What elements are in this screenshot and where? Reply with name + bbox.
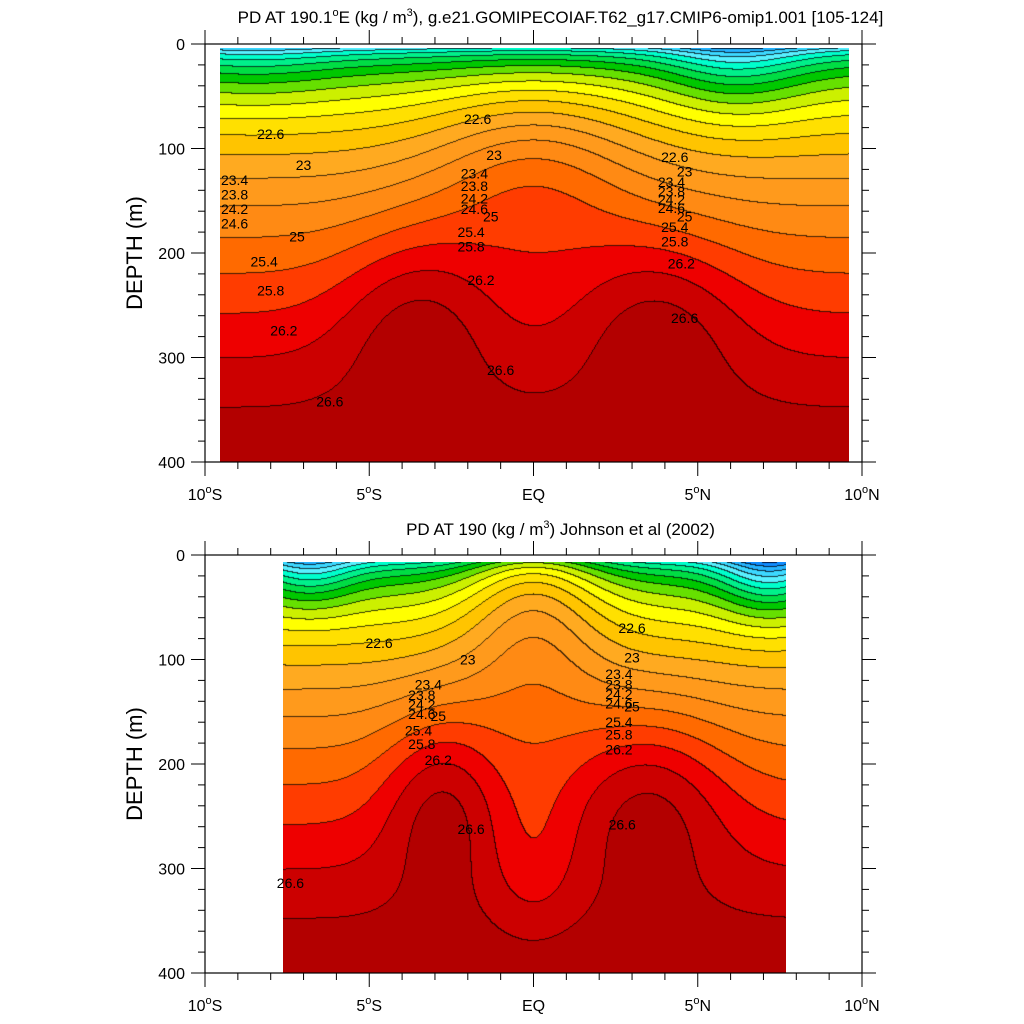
x-tick-label: EQ <box>522 487 545 504</box>
contour-label: 25 <box>677 208 693 224</box>
x-tick-label: 10oN <box>844 484 879 504</box>
contour-label: 24.6 <box>221 216 248 232</box>
y-axis-label: DEPTH (m) <box>122 707 147 821</box>
contour-label: 24.2 <box>461 191 488 207</box>
x-tick-label: 10oN <box>844 995 879 1015</box>
y-tick-label: 400 <box>158 966 185 983</box>
contour-label: 25 <box>624 699 640 715</box>
contour-label: 25.4 <box>405 723 432 739</box>
contour-label: 23.8 <box>461 178 488 194</box>
contour-label: 24.6 <box>605 695 632 711</box>
contour-label: 23.8 <box>408 687 435 703</box>
x-tick-label: 10oS <box>188 995 223 1015</box>
contour-label: 23.8 <box>658 183 685 199</box>
x-tick-label: 5oN <box>684 484 711 504</box>
contour-label: 25.4 <box>251 253 278 269</box>
contour-label: 24.2 <box>605 686 632 702</box>
y-axis-label: DEPTH (m) <box>122 196 147 310</box>
contour-label: 25.4 <box>457 224 484 240</box>
contour-label: 25.4 <box>605 714 632 730</box>
x-tick-label: 5oS <box>356 484 382 504</box>
panel-title: PD AT 190 (kg / m3) Johnson et al (2002) <box>406 519 715 539</box>
y-tick-label: 300 <box>158 351 185 368</box>
contour-label: 26.2 <box>605 741 632 757</box>
contour-label: 26.6 <box>316 393 343 409</box>
contour-label: 23.4 <box>415 677 442 693</box>
contour-label: 23.8 <box>221 186 248 202</box>
contour-label: 23.4 <box>221 172 248 188</box>
y-tick-label: 300 <box>158 862 185 879</box>
contour-label: 24.2 <box>408 696 435 712</box>
y-tick-label: 0 <box>176 37 185 54</box>
x-tick-label: 10oS <box>188 484 223 504</box>
contour-label: 25.8 <box>408 736 435 752</box>
contour-label: 23.8 <box>605 677 632 693</box>
y-tick-label: 100 <box>158 142 185 159</box>
contour-label: 23 <box>460 652 476 668</box>
contour-label: 22.6 <box>464 111 491 127</box>
y-tick-label: 400 <box>158 455 185 472</box>
contour-label: 24.2 <box>221 201 248 217</box>
contour-label: 25.8 <box>605 727 632 743</box>
contour-label: 23.4 <box>658 174 685 190</box>
contour-label: 23 <box>624 649 640 665</box>
contour-label: 24.2 <box>658 192 685 208</box>
contour-label: 25 <box>430 708 446 724</box>
contour-label: 23.4 <box>605 666 632 682</box>
y-tick-label: 200 <box>158 246 185 263</box>
y-tick-label: 200 <box>158 757 185 774</box>
y-tick-label: 0 <box>176 548 185 565</box>
contour-label: 26.2 <box>668 255 695 271</box>
contour-label: 26.2 <box>467 272 494 288</box>
contour-label: 24.6 <box>461 201 488 217</box>
contour-label: 23 <box>486 147 502 163</box>
contour-label: 22.6 <box>365 635 392 651</box>
contour-label: 24.6 <box>408 706 435 722</box>
contour-label: 25 <box>289 228 305 244</box>
contour-label: 23 <box>296 157 312 173</box>
contour-label: 22.6 <box>661 149 688 165</box>
contour-label: 23 <box>677 163 693 179</box>
x-tick-label: 5oS <box>356 995 382 1015</box>
contour-label: 25.8 <box>257 283 284 299</box>
contour-label: 26.2 <box>425 752 452 768</box>
contour-label: 22.6 <box>257 126 284 142</box>
contour-label: 26.6 <box>671 310 698 326</box>
contour-label: 24.6 <box>658 200 685 216</box>
y-tick-label: 100 <box>158 653 185 670</box>
contour-label: 26.6 <box>487 362 514 378</box>
x-tick-label: 5oN <box>684 995 711 1015</box>
contour-label: 22.6 <box>618 620 645 636</box>
contour-label: 25 <box>483 208 499 224</box>
contour-label: 25.4 <box>661 219 688 235</box>
contour-label: 26.6 <box>609 817 636 833</box>
x-tick-label: EQ <box>522 998 545 1015</box>
contour-label: 26.6 <box>457 821 484 837</box>
contour-label: 23.4 <box>461 166 488 182</box>
panel-title: PD AT 190.1oE (kg / m3), g.e21.GOMIPECOI… <box>238 7 884 27</box>
contour-label: 25.8 <box>457 239 484 255</box>
density-field <box>283 562 786 973</box>
contour-label: 26.6 <box>277 875 304 891</box>
contour-label: 26.2 <box>270 322 297 338</box>
contour-label: 25.8 <box>661 234 688 250</box>
density-field <box>220 48 849 462</box>
